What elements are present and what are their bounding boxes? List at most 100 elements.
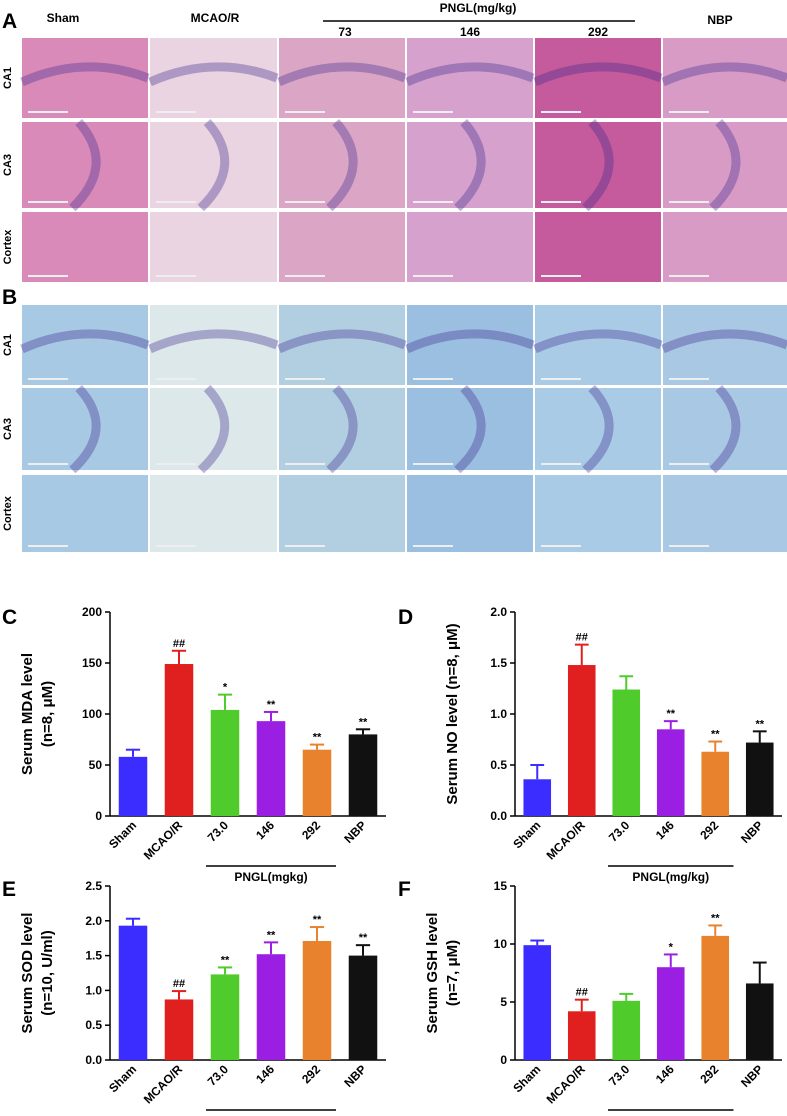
x-tick-label: NBP (738, 818, 766, 846)
x-tick-label: 73.0 (606, 1062, 633, 1089)
bar (701, 935, 730, 1060)
x-tick-label: Sham (106, 1062, 139, 1095)
y-tick-label: 200 (82, 605, 102, 619)
significance: * (223, 682, 228, 694)
column-header: MCAO/R (191, 11, 240, 25)
micrograph (279, 475, 405, 552)
group-label: PNGL(mg/kg) (632, 1114, 709, 1116)
y-tick-label: 0.5 (490, 758, 507, 772)
cell-layer (277, 62, 407, 87)
x-tick-label: 146 (253, 1062, 277, 1086)
cell-layer (582, 119, 614, 212)
micrograph (150, 122, 277, 208)
row-label: Cortex (2, 495, 14, 531)
micrograph (663, 305, 787, 385)
micrograph (279, 38, 405, 118)
bar (210, 974, 240, 1060)
y-tick-label: 15 (494, 879, 508, 893)
y-axis-label: (n=8, μM) (39, 681, 56, 747)
significance: ** (755, 718, 764, 730)
x-tick-label: 146 (653, 1062, 677, 1086)
x-tick-label: 73.0 (205, 1062, 232, 1089)
x-tick-label: 292 (299, 818, 323, 842)
significance: ** (666, 708, 675, 720)
cell-layer (69, 119, 101, 212)
x-tick-label: NBP (341, 1062, 369, 1090)
cell-layer (277, 329, 407, 354)
x-tick-label: 292 (697, 818, 721, 842)
micrograph (22, 305, 148, 385)
cell-layer (197, 384, 230, 474)
cell-layer (454, 119, 486, 212)
bar (348, 734, 378, 816)
cell-layer (661, 62, 787, 87)
bar (745, 742, 774, 816)
micrograph (407, 475, 533, 552)
significance: ## (576, 987, 588, 999)
bar (656, 967, 685, 1060)
significance: ** (359, 932, 368, 944)
micrograph (663, 122, 787, 208)
y-tick-label: 1.5 (85, 949, 102, 963)
row-label: CA1 (2, 334, 14, 356)
significance: ** (221, 954, 230, 966)
y-tick-label: 2.5 (85, 879, 102, 893)
bar (118, 925, 148, 1060)
column-header: 146 (460, 25, 480, 39)
micrograph (22, 475, 148, 552)
significance: ## (173, 978, 185, 990)
micrograph (407, 38, 533, 118)
cell-layer (661, 329, 787, 354)
y-axis-label: Serum MDA level (19, 653, 36, 775)
y-tick-label: 0.5 (85, 1018, 102, 1032)
y-tick-label: 10 (494, 937, 508, 951)
cell-layer (709, 119, 741, 212)
bar (210, 709, 240, 816)
group-label: PNGL(mgkg) (234, 870, 307, 884)
y-tick-label: 0 (500, 1053, 507, 1067)
micrograph (279, 212, 405, 282)
row-label: CA3 (2, 418, 14, 440)
cell-layer (533, 62, 663, 87)
y-axis-label: Serum GSH level (424, 913, 441, 1034)
group-label: PNGL (mg/kg) (231, 1114, 311, 1116)
x-tick-label: 146 (653, 818, 677, 842)
group-label: PNGL(mg/kg) (632, 870, 709, 884)
cell-layer (69, 384, 101, 474)
bar (164, 999, 194, 1060)
row-label: CA1 (2, 67, 14, 89)
cell-layer (405, 329, 535, 354)
y-tick-label: 1.0 (85, 983, 102, 997)
row-label: CA3 (2, 154, 14, 176)
micrograph (279, 305, 405, 385)
micrograph (150, 38, 277, 118)
row-label: Cortex (2, 229, 14, 265)
y-tick-label: 100 (82, 707, 102, 721)
x-tick-label: MCAO/R (544, 1062, 589, 1107)
bar (612, 689, 641, 816)
micrograph (535, 122, 661, 208)
x-tick-label: Sham (510, 1062, 543, 1095)
bar (256, 721, 286, 816)
panel-label: A (2, 10, 17, 33)
y-axis-label: (n=7, μM) (444, 940, 461, 1006)
bar (567, 665, 596, 816)
x-tick-label: Sham (510, 818, 543, 851)
column-header: NBP (707, 13, 732, 27)
micrograph (150, 305, 277, 385)
micrograph (150, 475, 277, 552)
panel-label: F (398, 878, 411, 901)
micrograph (663, 38, 787, 118)
micrograph (535, 475, 661, 552)
x-tick-label: MCAO/R (544, 818, 589, 863)
significance: ** (313, 914, 322, 926)
bar (656, 729, 685, 816)
micrograph (407, 122, 533, 208)
y-axis-label: Serum SOD level (19, 913, 36, 1034)
significance: ** (267, 699, 276, 711)
micrograph (535, 305, 661, 385)
y-tick-label: 50 (89, 758, 103, 772)
x-tick-label: 292 (299, 1062, 323, 1086)
micrograph (22, 212, 148, 282)
